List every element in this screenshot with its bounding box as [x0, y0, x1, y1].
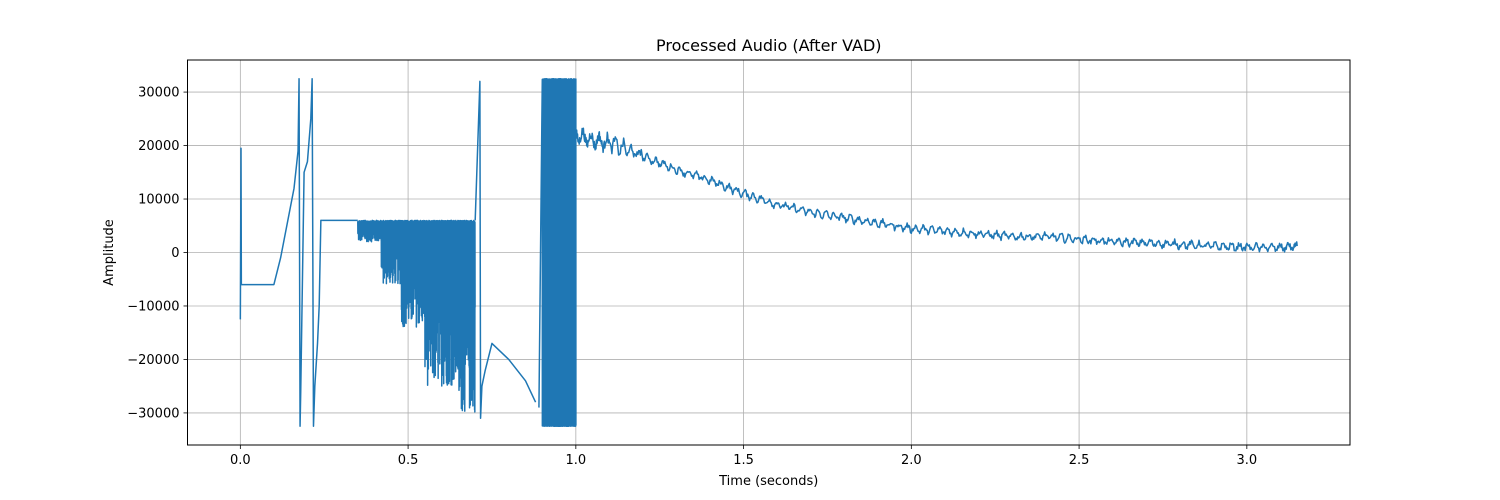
waveform-segment: [474, 80, 537, 420]
waveform-segment: [538, 77, 577, 428]
x-tick-label: 2.0: [901, 453, 922, 468]
x-tick-label: 0.0: [230, 453, 251, 468]
x-tick-label: 1.5: [733, 453, 754, 468]
y-tick-label: −10000: [127, 299, 179, 314]
x-tick-label: 1.0: [565, 453, 586, 468]
x-tick-label: 0.5: [398, 453, 419, 468]
y-tick-label: 10000: [138, 193, 179, 208]
axis-ticks: 0.0 0.5 1.0 1.5 2.0 2.5 3.0 −30000 −20000 −10000 0…: [127, 86, 1257, 468]
x-tick-label: 3.0: [1236, 453, 1257, 468]
waveform-segment: [575, 127, 1298, 253]
y-tick-label: 20000: [138, 139, 179, 154]
waveform-segment: [239, 147, 244, 320]
waveform-segment: [243, 77, 323, 428]
chart-title: Processed Audio (After VAD): [656, 36, 882, 55]
y-axis-label: Amplitude: [102, 219, 117, 286]
y-tick-label: 30000: [138, 86, 179, 101]
x-tick-label: 2.5: [1069, 453, 1090, 468]
plot-area: [239, 77, 1298, 428]
y-tick-label: 0: [171, 246, 179, 261]
waveform-segment: [357, 219, 476, 413]
x-axis-label: Time (seconds): [718, 474, 818, 489]
y-tick-label: −20000: [127, 353, 179, 368]
y-tick-label: −30000: [127, 406, 179, 421]
